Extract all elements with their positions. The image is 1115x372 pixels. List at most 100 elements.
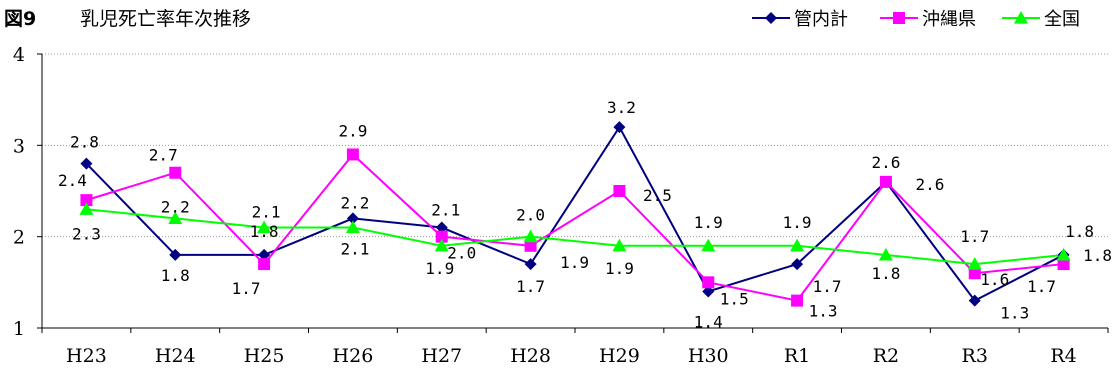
data-point xyxy=(612,238,627,252)
data-point xyxy=(523,229,538,243)
data-label: 1.4 xyxy=(694,312,723,331)
data-point xyxy=(169,248,182,261)
data-point xyxy=(968,267,981,280)
data-label: 2.0 xyxy=(447,244,476,263)
data-point xyxy=(613,185,626,197)
gridlines xyxy=(42,53,1108,238)
data-point xyxy=(168,211,183,224)
data-point xyxy=(345,220,360,234)
data-label: 2.1 xyxy=(340,240,369,259)
data-point xyxy=(258,258,271,271)
data-label: 2.0 xyxy=(516,206,545,225)
data-point xyxy=(701,238,716,252)
data-point xyxy=(434,238,449,252)
x-tick-label: R3 xyxy=(962,345,988,367)
data-point xyxy=(878,247,893,261)
data-label: 2.6 xyxy=(915,175,944,194)
y-tick-label: 4 xyxy=(13,44,25,66)
x-tick-label: H28 xyxy=(510,345,551,367)
data-point xyxy=(790,238,805,252)
axes: 1 2 3 4 H23 H24 H25 H26 H27 H28 H29 H30 R1 R2 R3 R4 xyxy=(13,44,1109,367)
y-tick-label: 3 xyxy=(13,135,25,157)
x-tick-label: H27 xyxy=(421,345,462,367)
data-point xyxy=(791,294,804,307)
data-point xyxy=(702,285,715,298)
data-label: 2.4 xyxy=(58,171,87,190)
series-line-0 xyxy=(85,125,1065,302)
legend-marker xyxy=(1014,11,1028,24)
data-label: 1.7 xyxy=(960,227,989,246)
data-point xyxy=(346,212,359,225)
x-tick-label: H26 xyxy=(333,345,374,367)
data-label: 1.9 xyxy=(425,259,454,278)
series-line-2 xyxy=(86,208,1064,266)
x-tick-label: H23 xyxy=(66,345,107,367)
data-label: 1.8 xyxy=(161,266,190,285)
data-label: 2.2 xyxy=(340,193,369,212)
data-label: 1.5 xyxy=(720,289,749,308)
data-point xyxy=(1056,247,1071,261)
data-label: 1.7 xyxy=(516,277,545,296)
legend: 管内計 沖縄県 全国 xyxy=(752,9,1080,30)
x-tick-label: H29 xyxy=(599,345,640,367)
y-tick-label: 2 xyxy=(13,227,25,249)
data-point xyxy=(435,230,448,243)
data-label: 2.1 xyxy=(252,203,281,222)
data-label: 1.7 xyxy=(813,277,842,296)
data-label: 1.7 xyxy=(232,279,261,298)
data-label: 1.9 xyxy=(694,213,723,232)
data-point xyxy=(257,220,272,234)
data-point xyxy=(791,258,804,271)
data-point xyxy=(435,221,448,234)
series-line-1 xyxy=(86,153,1064,302)
data-point xyxy=(79,202,94,215)
data-label: 1.8 xyxy=(250,222,279,241)
legend-label: 沖縄県 xyxy=(922,9,976,30)
y-tick-label: 1 xyxy=(13,318,25,340)
data-point xyxy=(613,121,626,134)
data-label: 3.2 xyxy=(607,98,636,117)
chart-title: 乳児死亡率年次推移 xyxy=(80,8,251,30)
data-label: 1.9 xyxy=(783,213,812,232)
data-point xyxy=(346,148,359,161)
data-label: 2.1 xyxy=(431,201,460,220)
data-point xyxy=(968,294,981,307)
series-layer xyxy=(79,121,1071,307)
data-label: 1.3 xyxy=(809,302,838,321)
data-point xyxy=(258,248,271,261)
data-point xyxy=(702,276,715,289)
data-point xyxy=(524,239,537,252)
legend-label: 全国 xyxy=(1044,9,1080,30)
x-tick-label: R4 xyxy=(1050,345,1076,367)
data-label: 1.7 xyxy=(1027,277,1056,296)
data-label: 1.8 xyxy=(1083,246,1112,265)
legend-label: 管内計 xyxy=(794,9,848,30)
data-labels: 2.8 1.8 1.8 2.2 2.1 1.7 3.2 1.4 1.7 2.6 1.3 1.8 2.4 2… xyxy=(58,98,1112,331)
data-point xyxy=(524,258,537,271)
data-label: 2.2 xyxy=(161,197,190,216)
data-point xyxy=(80,194,93,207)
data-point xyxy=(1057,258,1070,271)
data-label: 1.8 xyxy=(1065,222,1094,241)
x-tick-label: H25 xyxy=(244,345,285,367)
data-label: 1.8 xyxy=(871,264,900,283)
data-point xyxy=(169,166,182,179)
data-label: 2.3 xyxy=(72,224,101,243)
data-label: 1.9 xyxy=(605,259,634,278)
data-label: 2.9 xyxy=(338,121,367,140)
x-tick-label: R1 xyxy=(784,345,810,367)
legend-marker xyxy=(765,12,777,24)
data-point xyxy=(967,257,982,270)
data-point xyxy=(80,157,93,170)
data-label: 1.9 xyxy=(560,253,589,272)
legend-marker xyxy=(893,12,905,24)
x-tick-label: H30 xyxy=(688,345,729,367)
x-tick-label: R2 xyxy=(873,345,899,367)
data-label: 2.7 xyxy=(149,146,178,165)
data-label: 2.8 xyxy=(70,133,99,152)
data-label: 2.6 xyxy=(871,153,900,172)
chart-title-label: 図9 xyxy=(4,8,36,30)
data-point xyxy=(879,175,892,188)
data-label: 2.5 xyxy=(643,186,672,205)
x-tick-label: H24 xyxy=(155,345,196,367)
